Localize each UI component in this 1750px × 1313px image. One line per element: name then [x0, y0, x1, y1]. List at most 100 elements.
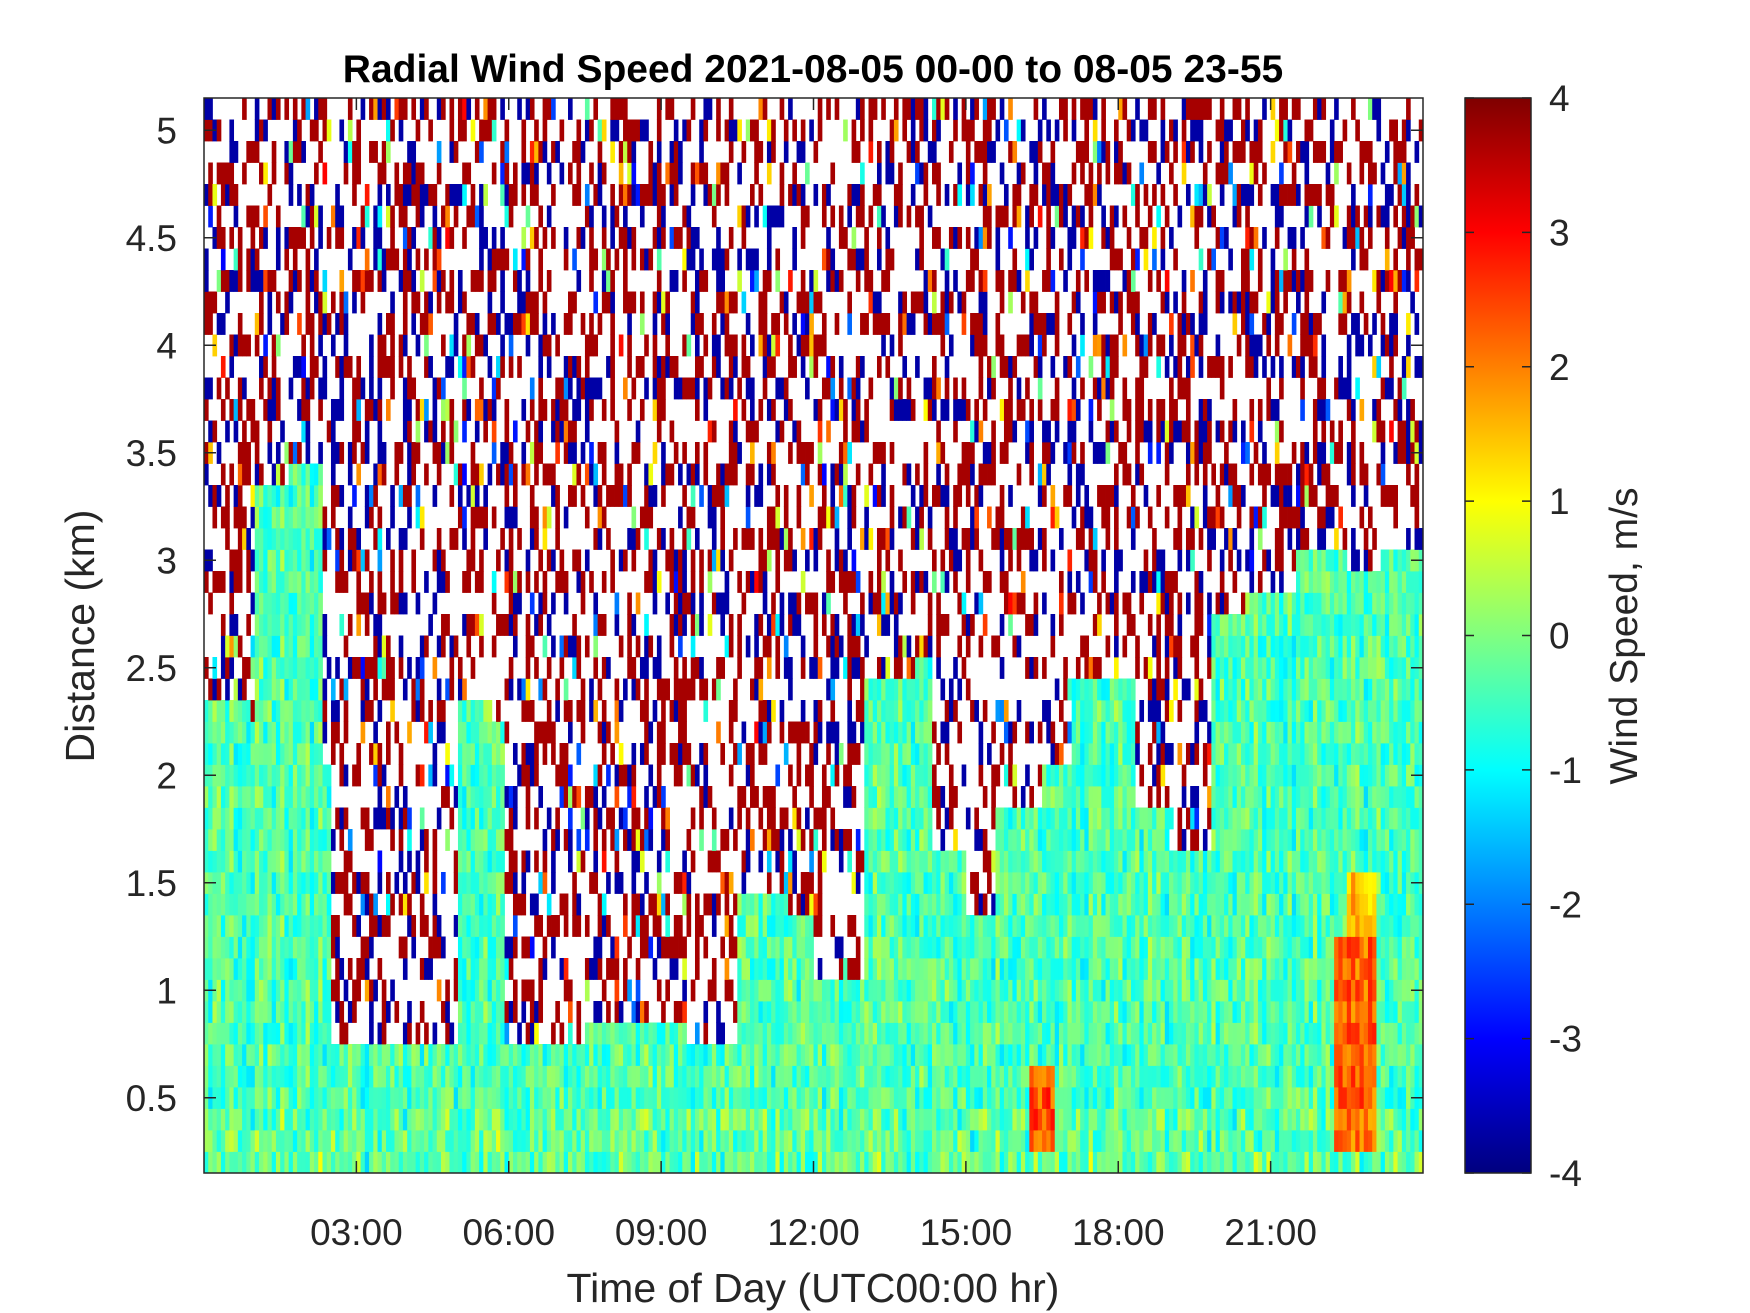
- heatmap-cell: [669, 420, 675, 443]
- heatmap-cell: [618, 1001, 624, 1023]
- heatmap-cell: [407, 162, 412, 185]
- heatmap-cell: [487, 313, 493, 335]
- heatmap-cell: [868, 743, 874, 765]
- heatmap-cell: [821, 205, 827, 228]
- heatmap-cell: [826, 635, 831, 658]
- heatmap-cell: [441, 1001, 446, 1023]
- heatmap-cell: [284, 1001, 290, 1023]
- heatmap-cell: [830, 979, 836, 1002]
- heatmap-cell: [284, 485, 290, 507]
- heatmap-cell: [496, 700, 501, 722]
- heatmap-cell: [407, 1108, 412, 1131]
- heatmap-cell: [555, 571, 560, 593]
- heatmap-cell: [572, 141, 577, 163]
- heatmap-cell: [246, 721, 251, 744]
- heatmap-cell: [796, 1065, 802, 1088]
- heatmap-cell: [314, 850, 319, 873]
- heatmap-cell: [902, 356, 908, 378]
- heatmap-cell: [402, 420, 408, 443]
- heatmap-cell: [280, 700, 285, 722]
- heatmap-cell: [707, 420, 713, 443]
- heatmap-cell: [246, 700, 251, 722]
- heatmap-cell: [864, 958, 869, 980]
- heatmap-cell: [356, 657, 362, 679]
- heatmap-cell: [627, 657, 632, 679]
- heatmap-cell: [242, 1108, 247, 1131]
- heatmap-cell: [288, 442, 294, 464]
- heatmap-cell: [779, 528, 785, 550]
- heatmap-cell: [386, 528, 391, 550]
- heatmap-cell: [597, 1044, 603, 1066]
- heatmap-cell: [745, 893, 751, 916]
- heatmap-cell: [301, 1108, 306, 1131]
- heatmap-cell: [204, 399, 209, 421]
- heatmap-cell: [288, 1022, 294, 1045]
- heatmap-cell: [644, 678, 649, 701]
- heatmap-cell: [432, 377, 438, 400]
- heatmap-cell: [661, 1108, 666, 1131]
- heatmap-cell: [568, 807, 573, 830]
- heatmap-cell: [525, 807, 531, 830]
- heatmap-cell: [555, 420, 560, 443]
- heatmap-cell: [390, 592, 395, 615]
- heatmap-cell: [614, 205, 620, 228]
- heatmap-cell: [889, 807, 895, 830]
- heatmap-cell: [512, 248, 518, 271]
- heatmap-cell: [754, 1044, 759, 1066]
- heatmap-cell: [305, 270, 311, 292]
- heatmap-cell: [364, 549, 370, 572]
- heatmap-cell: [398, 205, 404, 228]
- heatmap-cell: [631, 893, 637, 916]
- heatmap-cell: [267, 270, 273, 292]
- heatmap-cell: [682, 614, 687, 636]
- heatmap-cell: [724, 463, 730, 486]
- heatmap-cell: [457, 915, 463, 937]
- heatmap-cell: [783, 635, 789, 658]
- heatmap-cell: [771, 1044, 776, 1066]
- heatmap-cell: [847, 1022, 852, 1045]
- heatmap-cell: [466, 743, 472, 765]
- heatmap-cell: [216, 270, 222, 292]
- heatmap-cell: [212, 420, 218, 443]
- heatmap-cell: [817, 721, 823, 744]
- heatmap-cell: [220, 356, 226, 378]
- heatmap-cell: [470, 463, 476, 486]
- heatmap-cell: [639, 399, 645, 421]
- heatmap-cell: [661, 1022, 666, 1045]
- heatmap-cell: [309, 850, 315, 873]
- heatmap-cell: [618, 162, 624, 185]
- heatmap-cell: [766, 463, 772, 486]
- heatmap-cell: [771, 1022, 776, 1045]
- heatmap-cell: [821, 786, 827, 808]
- heatmap-cell: [737, 635, 742, 658]
- heatmap-cell: [314, 463, 319, 486]
- heatmap-cell: [618, 184, 624, 206]
- heatmap-cell: [902, 399, 908, 421]
- heatmap-cell: [297, 936, 302, 959]
- heatmap-cell: [898, 1087, 903, 1109]
- heatmap-cell: [851, 571, 857, 593]
- heatmap-cell: [826, 248, 831, 271]
- heatmap-cell: [673, 958, 679, 980]
- heatmap-cell: [415, 442, 421, 464]
- heatmap-cell: [568, 700, 573, 722]
- heatmap-cell: [669, 700, 675, 722]
- heatmap-cell: [568, 1022, 573, 1045]
- heatmap-cell: [872, 915, 878, 937]
- heatmap-cell: [690, 1151, 696, 1173]
- heatmap-cell: [512, 1108, 518, 1131]
- heatmap-cell: [614, 786, 620, 808]
- heatmap-cell: [678, 936, 683, 959]
- heatmap-cell: [377, 1087, 383, 1109]
- heatmap-cell: [225, 700, 230, 722]
- heatmap-cell: [606, 657, 611, 679]
- heatmap-cell: [783, 1001, 789, 1023]
- heatmap-cell: [593, 463, 599, 486]
- heatmap-cell: [627, 1108, 632, 1131]
- heatmap-cell: [656, 1022, 662, 1045]
- heatmap-cell: [614, 850, 620, 873]
- heatmap-cell: [449, 1065, 455, 1088]
- heatmap-cell: [851, 786, 857, 808]
- heatmap-cell: [779, 1151, 785, 1173]
- heatmap-cell: [284, 141, 290, 163]
